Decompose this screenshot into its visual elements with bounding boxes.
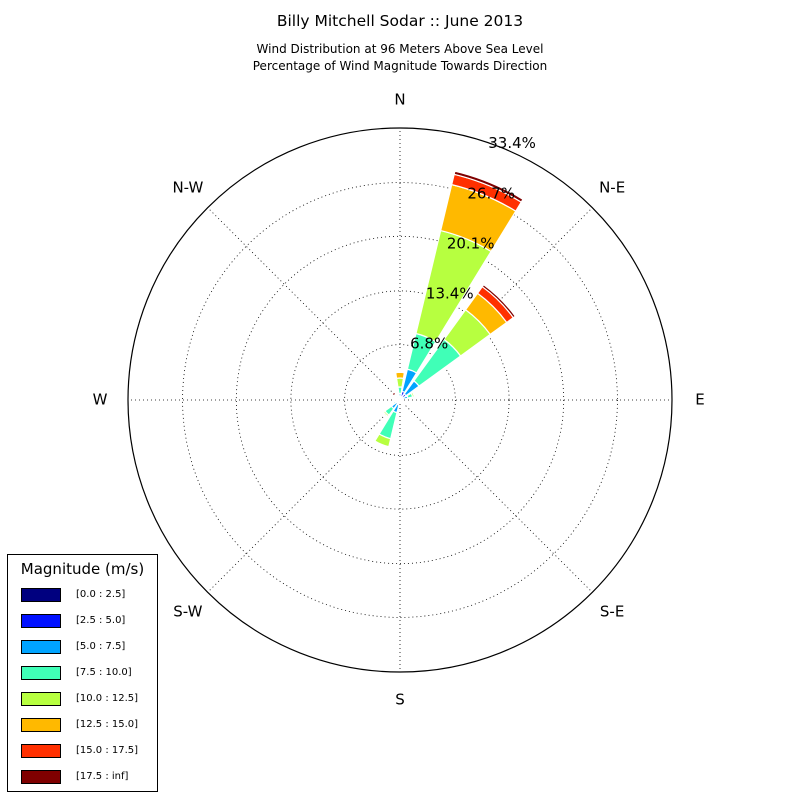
wedge-ene-bin-4 bbox=[410, 391, 415, 398]
wind-wedges bbox=[374, 170, 524, 448]
direction-label-n-e: N-E bbox=[599, 178, 625, 196]
wedge-n-bin-4 bbox=[395, 377, 405, 388]
grid-spoke bbox=[399, 399, 593, 593]
legend-label: [10.0 : 12.5] bbox=[76, 693, 139, 704]
direction-label-e: E bbox=[695, 391, 704, 409]
wedge-n-bin-5 bbox=[394, 371, 406, 379]
grid-circle bbox=[235, 235, 565, 565]
wedge-se-bin-4 bbox=[402, 402, 406, 406]
grid-circle bbox=[290, 290, 510, 510]
legend-swatch bbox=[21, 744, 61, 758]
legend-swatch bbox=[21, 770, 61, 784]
grid-spoke bbox=[207, 207, 401, 401]
wedge-sw-bin-4 bbox=[382, 410, 390, 418]
chart-subtitle-line-2: Percentage of Wind Magnitude Towards Dir… bbox=[252, 59, 548, 73]
legend-label: [15.0 : 17.5] bbox=[76, 745, 139, 756]
direction-label-s-e: S-E bbox=[600, 603, 624, 621]
legend-label: [0.0 : 2.5] bbox=[76, 589, 126, 600]
legend-label: [12.5 : 15.0] bbox=[76, 719, 139, 730]
radial-tick-label: 6.8% bbox=[410, 334, 448, 352]
radial-tick-labels: 6.8% 13.4% 20.1% 26.7% 33.4% bbox=[410, 134, 536, 352]
radial-tick-label: 13.4% bbox=[426, 285, 474, 303]
wedge-w-bin-3 bbox=[394, 398, 397, 402]
grid-circle bbox=[344, 344, 456, 456]
chart-subtitle-line-1: Wind Distribution at 96 Meters Above Sea… bbox=[256, 42, 544, 56]
direction-label-s-w: S-W bbox=[173, 603, 202, 621]
direction-label-s: S bbox=[395, 691, 405, 709]
direction-label-n-w: N-W bbox=[172, 178, 203, 196]
legend-swatch bbox=[21, 692, 61, 706]
magnitude-legend: Magnitude (m/s) [0.0 : 2.5] [2.5 : 5.0] [5… bbox=[7, 554, 158, 792]
wedge-ssw-bin-4 bbox=[374, 433, 392, 448]
wedge-ne-bin-7 bbox=[481, 283, 517, 319]
legend-label: [2.5 : 5.0] bbox=[76, 615, 126, 626]
grid-circle bbox=[182, 182, 618, 618]
grid-circle bbox=[127, 127, 673, 673]
direction-label-w: W bbox=[93, 391, 108, 409]
radial-tick-label: 20.1% bbox=[447, 234, 495, 252]
grid-spoke bbox=[207, 399, 401, 593]
legend-label: [17.5 : inf] bbox=[76, 771, 129, 782]
legend-swatch bbox=[21, 718, 61, 732]
radial-tick-label: 26.7% bbox=[467, 185, 515, 203]
legend-swatch bbox=[21, 588, 61, 602]
wedge-wsw-bin-3 bbox=[392, 400, 397, 405]
legend-label: [7.5 : 10.0] bbox=[76, 667, 132, 678]
legend-title: Magnitude (m/s) bbox=[20, 560, 145, 578]
direction-labels: N N-E E S-E S S-W W N-W bbox=[93, 91, 705, 709]
wedge-nnw-bin-4 bbox=[396, 393, 400, 397]
legend-swatch bbox=[21, 614, 61, 628]
wedge-nw-bin-7 bbox=[391, 391, 397, 397]
legend-swatch bbox=[21, 666, 61, 680]
legend-swatch bbox=[21, 640, 61, 654]
chart-title: Billy Mitchell Sodar :: June 2013 bbox=[276, 12, 524, 30]
legend-label: [5.0 : 7.5] bbox=[76, 641, 126, 652]
wedge-nne-bin-7 bbox=[453, 170, 524, 203]
radial-tick-label: 33.4% bbox=[488, 134, 536, 152]
direction-label-n: N bbox=[394, 91, 405, 109]
wedge-n-bin-7 bbox=[394, 370, 406, 373]
